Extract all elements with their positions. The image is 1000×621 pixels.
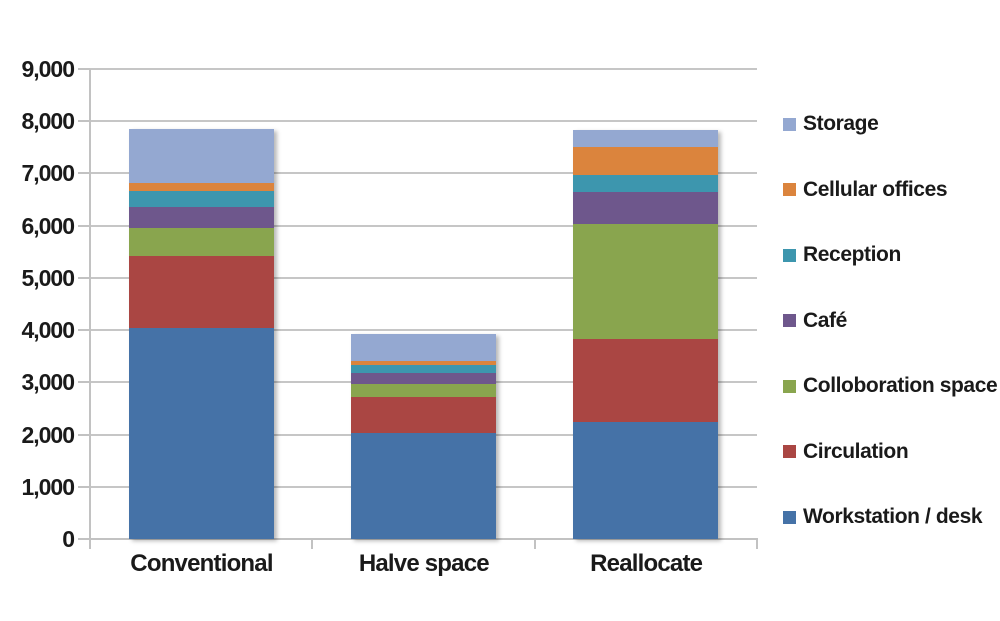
bar-segment-café [573, 191, 719, 225]
legend-item-circulation: Circulation [783, 439, 909, 463]
legend-label: Workstation / desk [803, 505, 983, 528]
legend-swatch-icon [783, 379, 796, 393]
legend-label: Storage [803, 112, 879, 135]
legend-swatch-icon [783, 183, 796, 196]
y-axis-label: 6,000 [21, 212, 75, 239]
gridline [90, 329, 757, 332]
x-axis-label: Conventional [130, 550, 273, 577]
x-axis-tick [756, 539, 758, 549]
y-axis-tick [78, 68, 90, 70]
gridline [90, 276, 757, 279]
bar-segment-circulation [351, 397, 496, 434]
legend-swatch-icon [783, 117, 796, 131]
legend-item-colloboration-space: Colloboration space [783, 374, 998, 397]
gridline [90, 120, 757, 123]
bar-halve-space [351, 333, 496, 539]
bar-segment-colloboration-space [128, 228, 274, 256]
legend-item-reception: Reception [783, 244, 901, 266]
bar-segment-reception [351, 364, 496, 374]
y-axis-label: 9,000 [21, 56, 75, 82]
legend-item-café: Café [783, 308, 847, 332]
bar-segment-circulation [128, 255, 274, 328]
bar-reallocate [573, 130, 719, 539]
legend-label: Cellular offices [803, 177, 948, 201]
legend-label: Reception [803, 243, 901, 266]
legend-swatch-icon [783, 248, 796, 262]
y-axis-line [89, 69, 91, 541]
y-axis-label: 7,000 [21, 160, 75, 187]
y-axis-label: 4,000 [21, 317, 75, 344]
bar-segment-storage [573, 130, 719, 148]
bar-segment-colloboration-space [351, 383, 496, 398]
legend-swatch-icon [783, 510, 796, 524]
bar-segment-café [351, 373, 496, 384]
x-axis-tick [89, 539, 91, 549]
y-axis-tick [78, 172, 90, 175]
x-axis-label: Halve space [358, 550, 490, 577]
bar-segment-workstation-desk [351, 433, 496, 539]
x-axis-label: Reallocate [590, 550, 703, 577]
bar-segment-reception [128, 190, 274, 208]
gridline [90, 172, 757, 175]
y-axis-tick [78, 224, 90, 227]
legend-label: Café [803, 308, 847, 332]
x-axis-tick [311, 539, 314, 549]
y-axis-label: 5,000 [21, 264, 75, 291]
x-axis-line [89, 538, 758, 540]
y-axis-tick [78, 485, 90, 488]
legend-label: Circulation [803, 439, 909, 463]
gridline [90, 68, 757, 70]
bar-segment-reception [573, 175, 719, 192]
y-axis-tick [78, 329, 90, 332]
legend-item-cellular-offices: Cellular offices [783, 177, 948, 201]
y-axis-tick [78, 538, 90, 540]
bar-segment-workstation-desk [128, 327, 274, 539]
y-axis-label: 0 [62, 526, 75, 552]
bar-segment-colloboration-space [573, 224, 719, 339]
y-axis-tick [78, 120, 90, 123]
y-axis-label: 3,000 [21, 369, 75, 396]
y-axis-label: 2,000 [21, 421, 75, 448]
legend-item-workstation-desk: Workstation / desk [783, 505, 983, 528]
legend-swatch-icon [783, 445, 796, 458]
y-axis-tick [78, 433, 90, 436]
legend-item-storage: Storage [783, 112, 879, 135]
bar-segment-workstation-desk [573, 421, 719, 539]
legend-label: Colloboration space [803, 374, 998, 397]
gridline [90, 224, 757, 227]
bar-segment-circulation [573, 338, 719, 422]
bar-segment-cellular-offices [128, 182, 274, 191]
bar-segment-cellular-offices [573, 147, 719, 176]
legend-swatch-icon [783, 314, 796, 327]
bar-conventional [128, 129, 274, 539]
bar-segment-café [128, 207, 274, 229]
y-axis-tick [78, 381, 90, 384]
bar-segment-storage [128, 129, 274, 183]
bar-segment-cellular-offices [351, 360, 496, 365]
y-axis-tick [78, 276, 90, 279]
x-axis-tick [533, 539, 536, 549]
y-axis-label: 1,000 [21, 473, 75, 500]
y-axis-label: 8,000 [21, 108, 75, 135]
bar-segment-storage [351, 333, 496, 361]
